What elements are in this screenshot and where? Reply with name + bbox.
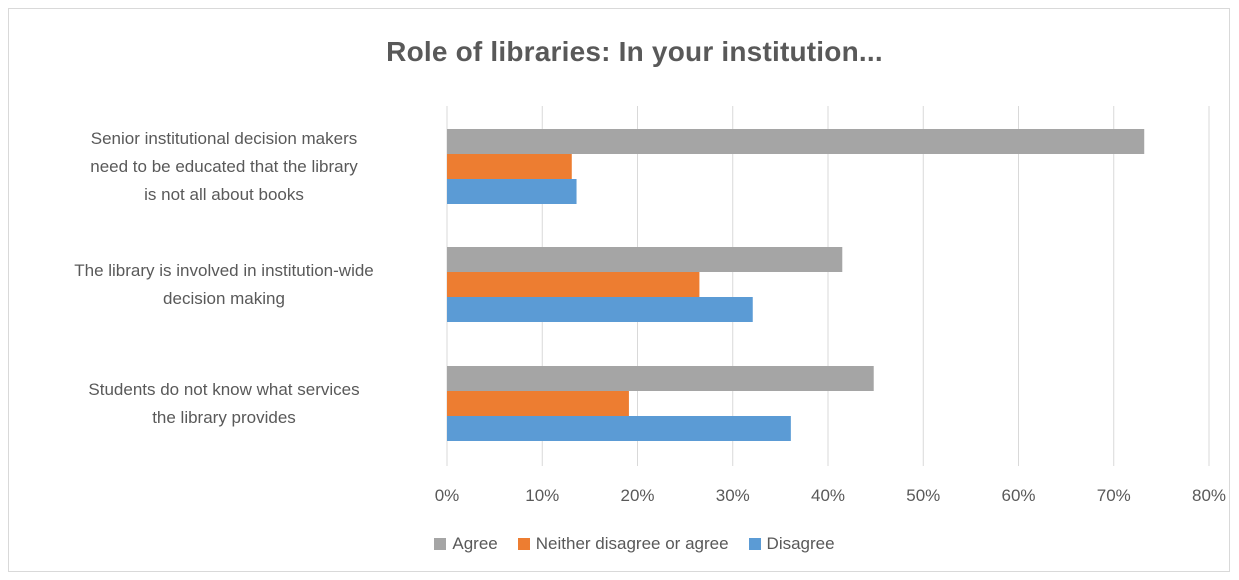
legend-item: Neither disagree or agree [517,534,729,554]
legend-swatch [748,538,761,550]
x-tick-label: 60% [1001,486,1035,505]
chart-title: Role of libraries: In your institution..… [386,36,883,67]
bar-neither-disagree-or-agree [447,272,700,297]
bar-disagree [447,416,791,441]
bar-agree [447,247,843,272]
category-label-line: the library provides [152,407,296,427]
legend-label: Neither disagree or agree [535,534,729,553]
chart-legend: Agree Neither disagree or agree Disagree [0,534,1239,554]
x-tick-label: 70% [1097,486,1131,505]
bar-agree [447,129,1145,154]
legend-item: Agree [434,534,498,554]
legend-swatch [434,538,447,550]
bar-neither-disagree-or-agree [447,391,629,416]
legend-label: Agree [452,534,498,553]
category-label-line: The library is involved in institution-w… [74,260,374,280]
bar-neither-disagree-or-agree [447,154,572,179]
x-tick-label: 80% [1192,486,1226,505]
x-tick-label: 50% [906,486,940,505]
legend-label: Disagree [766,534,835,553]
category-label: Students do not know what services the li… [24,376,424,432]
legend-item: Disagree [748,534,835,554]
category-label-line: Students do not know what services [88,379,360,399]
x-tick-label: 10% [525,486,559,505]
x-tick-label: 20% [620,486,654,505]
bar-disagree [447,297,753,322]
x-tick-label: 40% [811,486,845,505]
category-label: Senior institutional decision makers need… [24,125,424,209]
x-tick-label: 30% [716,486,750,505]
bar-disagree [447,179,577,204]
category-label-line: is not all about books [144,184,304,204]
x-tick-label: 0% [435,486,460,505]
legend-swatch [517,538,530,550]
category-label: The library is involved in institution-w… [24,257,424,313]
category-label-line: Senior institutional decision makers [90,128,358,148]
category-label-line: need to be educated that the library [90,156,358,176]
bar-agree [447,366,874,391]
category-label-line: decision making [163,288,285,308]
